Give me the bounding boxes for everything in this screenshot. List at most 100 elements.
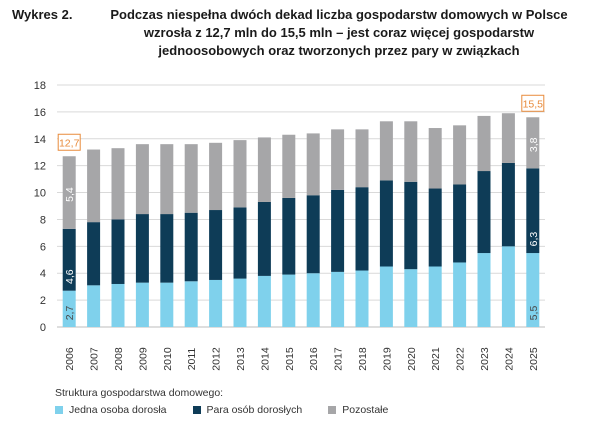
bar-single-2023 xyxy=(477,253,491,327)
bar-single-2024 xyxy=(501,246,515,327)
bar-other-2007 xyxy=(87,149,101,223)
x-tick-label: 2017 xyxy=(333,347,345,371)
legend-label-other: Pozostałe xyxy=(342,404,389,416)
bar-single-2022 xyxy=(453,262,467,327)
legend-label-couple: Para osób dorosłych xyxy=(206,404,303,416)
bar-couple-2017 xyxy=(331,189,345,272)
chart-title: Podczas niespełna dwóch dekad liczba gos… xyxy=(99,6,579,60)
total-label: 12,7 xyxy=(59,137,80,149)
bar-couple-2025 xyxy=(526,168,540,254)
bar-other-2016 xyxy=(306,133,320,196)
bar-other-2011 xyxy=(184,144,198,213)
bar-couple-2016 xyxy=(306,195,320,274)
figure-label: Wykres 2. xyxy=(12,7,73,22)
bar-other-2023 xyxy=(477,115,491,172)
legend: Struktura gospodarstwa domowego: Jedna o… xyxy=(55,387,414,416)
bar-couple-2009 xyxy=(135,214,149,283)
bar-couple-2020 xyxy=(404,181,418,270)
legend-item-couple: Para osób dorosłych xyxy=(192,404,303,416)
bar-single-2008 xyxy=(111,283,125,327)
x-tick-label: 2016 xyxy=(308,347,320,371)
x-tick-label: 2021 xyxy=(430,347,442,371)
bar-couple-2010 xyxy=(160,214,174,283)
bar-single-2018 xyxy=(355,270,369,327)
bar-couple-2019 xyxy=(379,180,393,267)
data-label: 4,6 xyxy=(64,269,76,284)
bar-couple-2021 xyxy=(428,188,442,267)
total-label-box xyxy=(57,133,81,151)
bar-other-2025 xyxy=(526,117,540,169)
bar-couple-2022 xyxy=(453,184,467,263)
bar-single-2011 xyxy=(184,281,198,327)
x-tick-label: 2023 xyxy=(479,347,491,371)
bar-couple-2012 xyxy=(209,210,223,280)
bar-single-2016 xyxy=(306,273,320,327)
bar-other-2015 xyxy=(282,134,296,198)
bar-single-2012 xyxy=(209,279,223,327)
bar-single-2019 xyxy=(379,266,393,327)
x-tick-label: 2014 xyxy=(259,347,271,371)
legend-title: Struktura gospodarstwa domowego: xyxy=(55,387,224,399)
bar-other-2017 xyxy=(331,129,345,190)
bar-couple-2024 xyxy=(501,162,515,247)
bar-single-2007 xyxy=(87,285,101,327)
bar-other-2018 xyxy=(355,129,369,188)
bar-single-2014 xyxy=(257,275,271,327)
legend-item-single: Jedna osoba dorosła xyxy=(55,404,167,416)
bar-single-2015 xyxy=(282,274,296,327)
bar-single-2025 xyxy=(526,253,540,327)
stacked-bar-chart: 0 2 4 6 8 10 12 14 16 18 2006 2007 2008 2009 2010 2011 2… xyxy=(34,80,545,371)
bar-other-2012 xyxy=(209,142,223,211)
bar-couple-2014 xyxy=(257,201,271,276)
x-tick-label: 2018 xyxy=(357,347,369,371)
bar-other-2013 xyxy=(233,140,247,208)
x-tick-label: 2007 xyxy=(89,347,101,371)
legend-item-other: Pozostałe xyxy=(328,404,388,416)
y-tick-label: 8 xyxy=(40,214,46,226)
bar-other-2022 xyxy=(453,125,467,185)
bar-single-2013 xyxy=(233,278,247,327)
x-tick-label: 2008 xyxy=(113,347,125,371)
bar-couple-2013 xyxy=(233,207,247,279)
bar-other-2024 xyxy=(501,113,515,163)
bar-other-2020 xyxy=(404,121,418,182)
total-label-box xyxy=(521,94,545,112)
bar-other-2021 xyxy=(428,128,442,189)
x-tick-label: 2025 xyxy=(528,347,540,371)
legend-swatch-couple xyxy=(192,406,201,414)
bar-other-2006 xyxy=(62,156,76,229)
bar-couple-2015 xyxy=(282,197,296,275)
y-tick-label: 10 xyxy=(34,188,46,200)
y-tick-label: 0 xyxy=(40,322,46,334)
data-label: 6,3 xyxy=(528,232,540,247)
chart-title-line: wzrosła z 12,7 mln do 15,5 mln – jest co… xyxy=(143,25,535,40)
x-tick-label: 2015 xyxy=(284,347,296,371)
y-tick-label: 4 xyxy=(40,268,46,280)
legend-swatch-single xyxy=(55,406,63,414)
x-tick-label: 2022 xyxy=(455,347,467,371)
bar-couple-2007 xyxy=(87,222,101,286)
legend-items: Jedna osoba dorosła Para osób dorosłych … xyxy=(55,404,414,416)
bar-couple-2023 xyxy=(477,171,491,254)
chart-title-line: jednoosobowych oraz tworzonych przez par… xyxy=(158,43,520,58)
bar-single-2017 xyxy=(331,271,345,327)
data-label: 3,8 xyxy=(528,137,540,152)
y-tick-label: 12 xyxy=(34,161,46,173)
bar-other-2008 xyxy=(111,148,125,220)
x-tick-label: 2019 xyxy=(381,347,393,371)
y-tick-label: 6 xyxy=(40,241,46,253)
bar-single-2010 xyxy=(160,282,174,327)
bar-couple-2011 xyxy=(184,212,198,282)
x-tick-label: 2024 xyxy=(503,347,515,371)
total-label: 15,5 xyxy=(523,98,544,110)
data-label: 5,4 xyxy=(64,187,76,202)
bar-other-2010 xyxy=(160,144,174,215)
bar-other-2009 xyxy=(135,144,149,215)
y-tick-label: 2 xyxy=(40,295,46,307)
y-tick-label: 16 xyxy=(34,107,46,119)
x-tick-label: 2006 xyxy=(64,347,76,371)
data-label: 5,5 xyxy=(528,306,540,321)
x-tick-label: 2020 xyxy=(406,347,418,371)
x-tick-label: 2009 xyxy=(137,347,149,371)
bar-single-2009 xyxy=(135,282,149,327)
